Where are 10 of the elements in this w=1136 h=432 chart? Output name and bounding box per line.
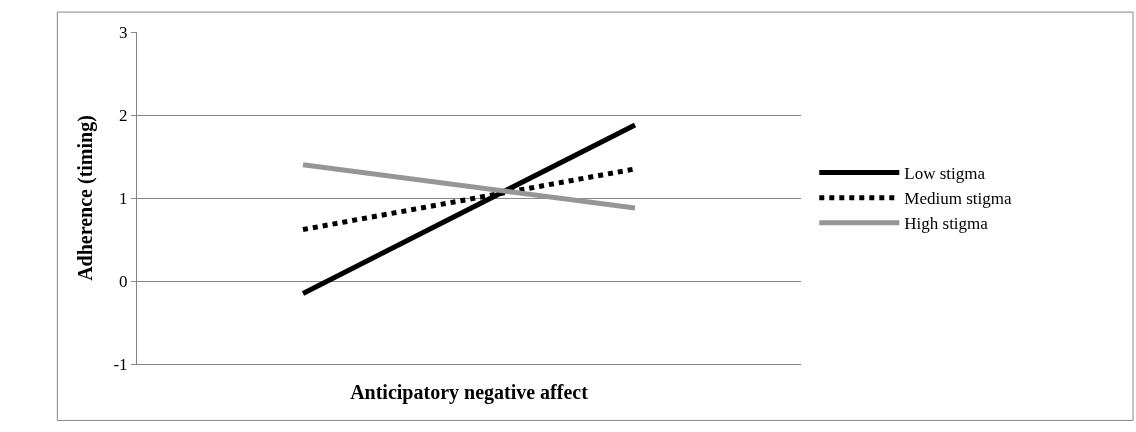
- y-axis-title: Adherence (timing): [73, 115, 97, 281]
- x-axis-title: Anticipatory negative affect: [350, 380, 589, 404]
- legend-label: Medium stigma: [904, 189, 1012, 209]
- legend-label: Low stigma: [904, 164, 986, 184]
- y-tick-label: 3: [119, 22, 128, 42]
- y-tick-label: 1: [119, 188, 128, 208]
- y-tick-label: -1: [113, 354, 128, 374]
- y-tick-label: 2: [119, 105, 128, 125]
- y-tick-label: 0: [119, 271, 128, 291]
- legend-label: High stigma: [904, 214, 989, 234]
